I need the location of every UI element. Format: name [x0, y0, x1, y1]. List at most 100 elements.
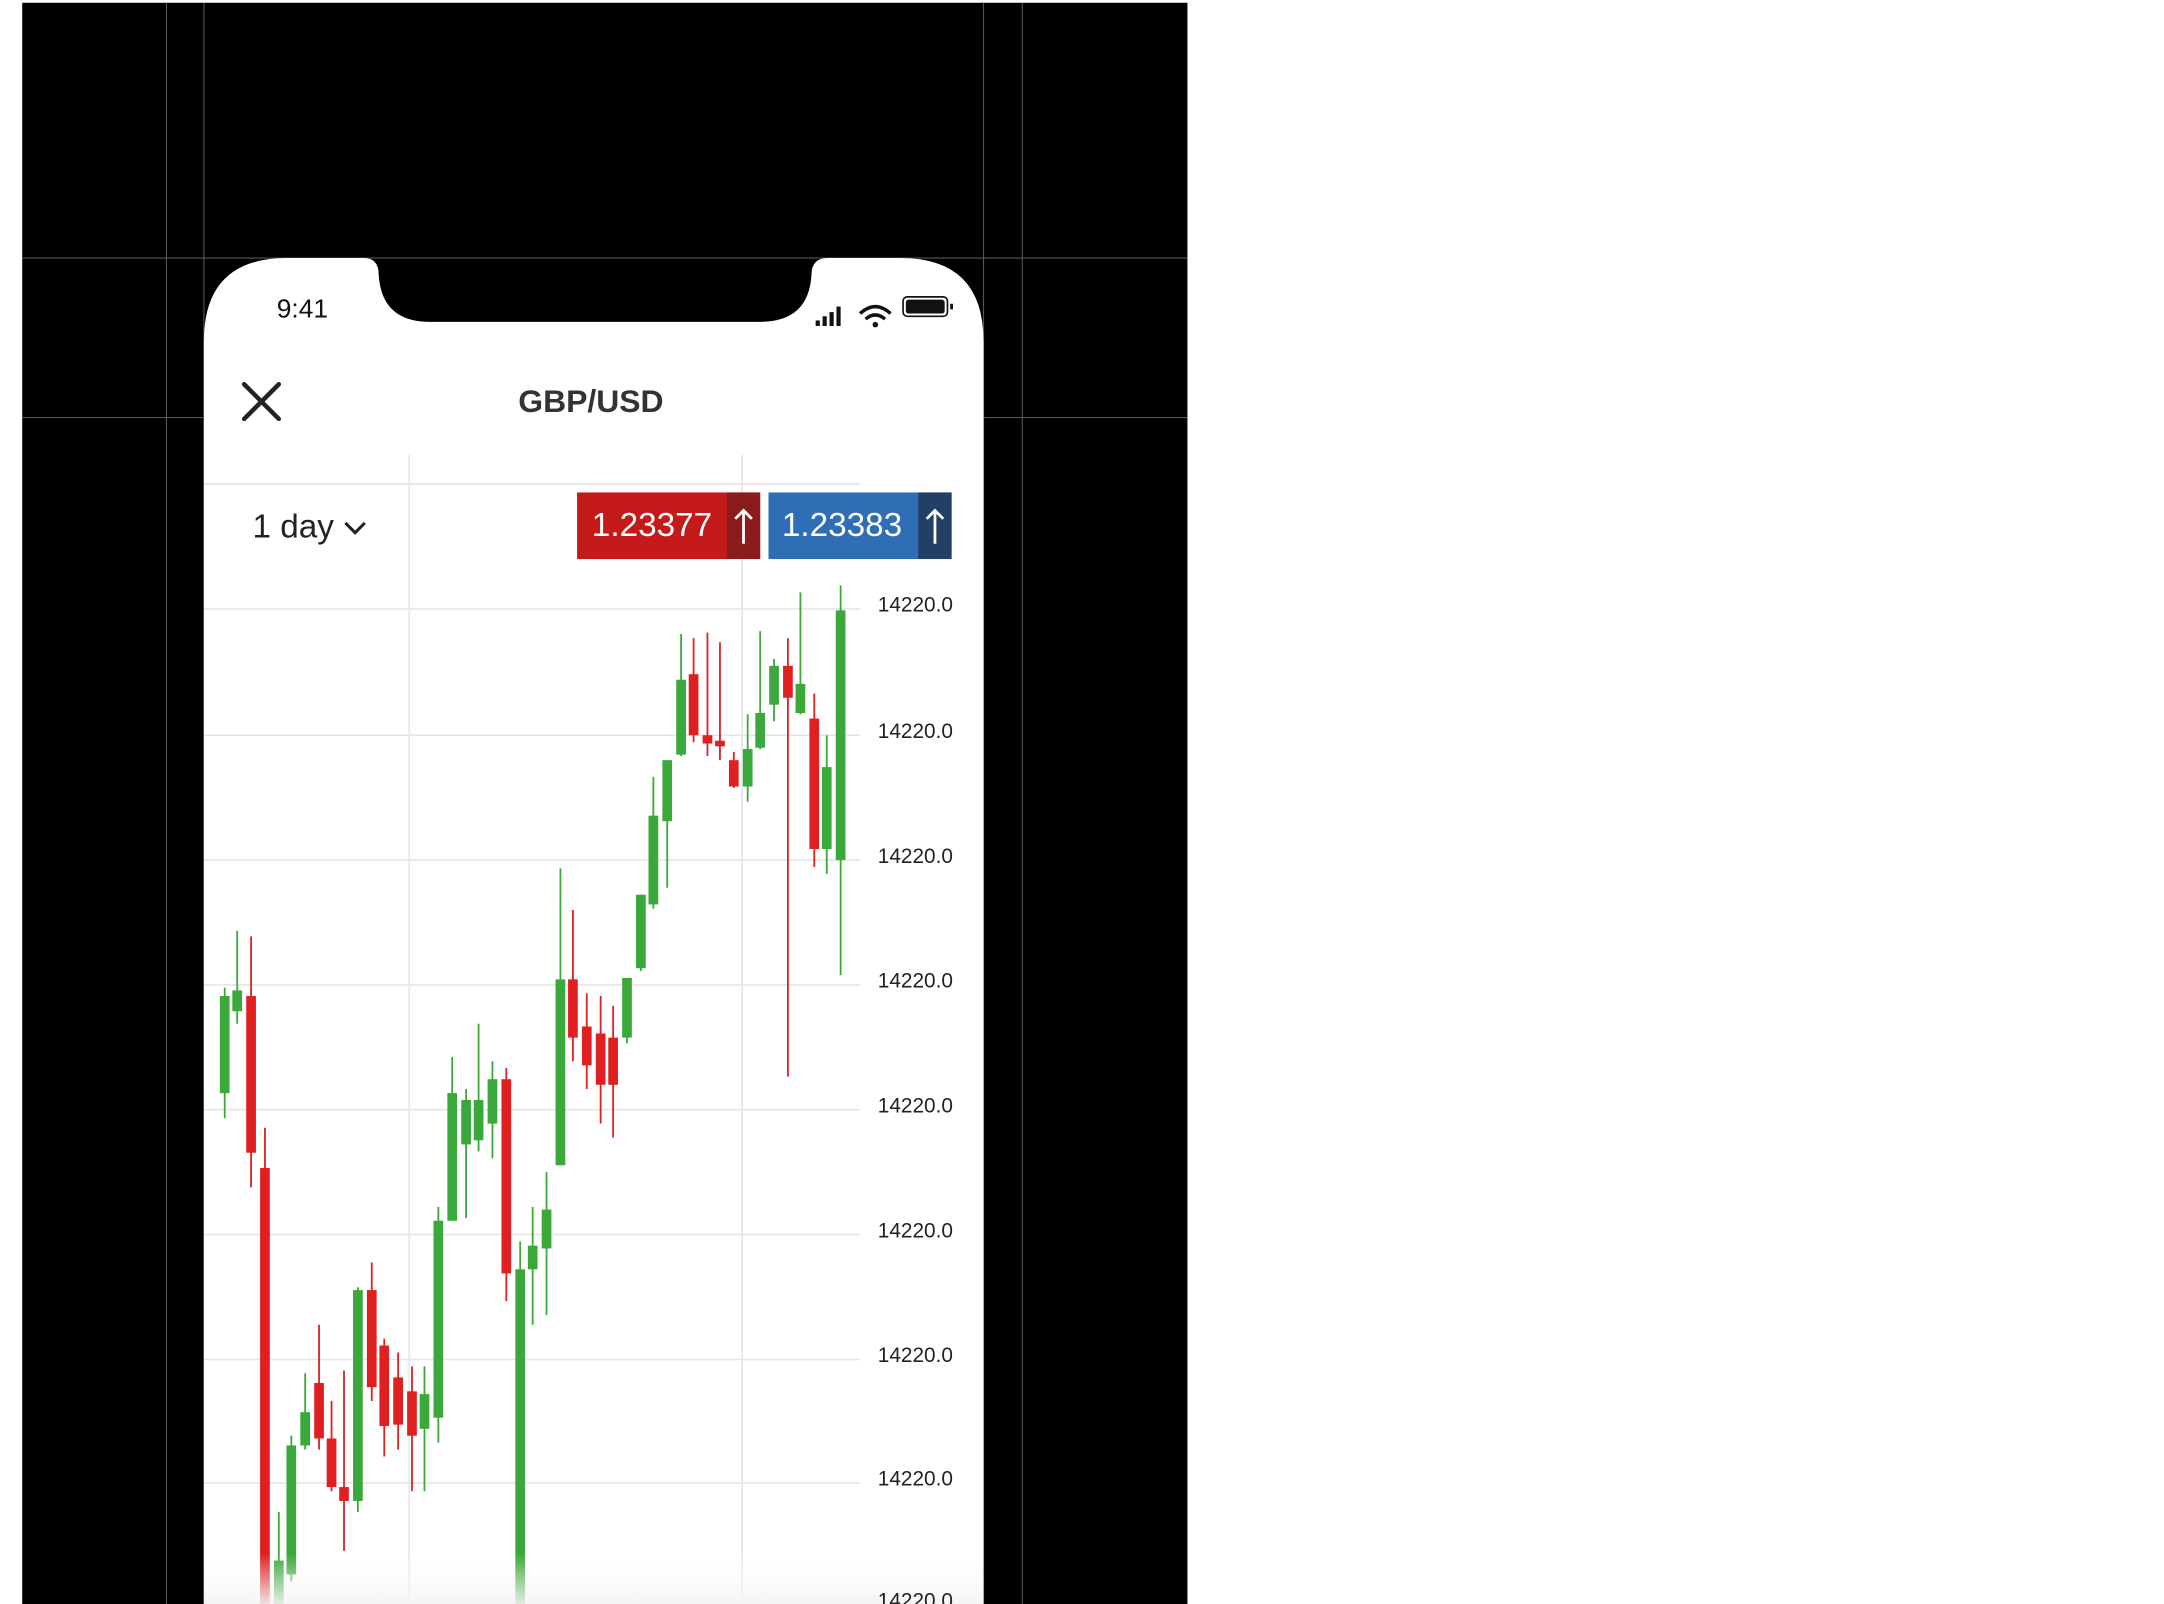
candle [662, 760, 673, 888]
candle-body [326, 1438, 337, 1488]
candle-body [835, 610, 846, 861]
y-axis-label: 14220.0 [878, 720, 953, 743]
candle-body [501, 1079, 512, 1274]
candle-body [742, 749, 753, 787]
y-axis-label: 14220.0 [878, 1344, 953, 1367]
candle-body [487, 1079, 498, 1124]
candle-body [608, 1037, 618, 1085]
status-icons [815, 296, 953, 328]
candle-body [407, 1391, 417, 1436]
y-axis-label: 14220.0 [878, 1590, 953, 1604]
y-axis-label: 14220.0 [878, 845, 953, 868]
timeframe-label[interactable]: 1 day [252, 508, 334, 545]
candle-body [232, 990, 243, 1012]
buy-button[interactable]: 1.23383 [768, 492, 952, 560]
candle-body [769, 665, 779, 705]
sell-button[interactable]: 1.23377 [577, 492, 761, 560]
candle-body [581, 1026, 592, 1066]
candle-body [366, 1290, 377, 1388]
y-axis-label: 14220.0 [878, 1219, 953, 1242]
candle [821, 735, 832, 874]
candle [219, 987, 230, 1119]
candle-body [648, 815, 659, 905]
candle-body [473, 1100, 484, 1141]
candle-body [314, 1383, 324, 1439]
candle [688, 638, 699, 743]
candle [501, 1068, 512, 1302]
candle [648, 776, 659, 909]
candle [769, 658, 779, 722]
candle [541, 1172, 552, 1316]
candle [326, 1401, 337, 1492]
candle-body [662, 760, 673, 822]
candle [366, 1262, 377, 1402]
candle [433, 1206, 444, 1443]
candle-body [783, 665, 793, 698]
candle [595, 995, 606, 1124]
candle-body [688, 674, 699, 736]
candle-body [393, 1377, 403, 1425]
candle [676, 633, 686, 757]
candle [487, 1061, 498, 1159]
candle-body [568, 979, 578, 1038]
candle [246, 936, 256, 1188]
candle [407, 1366, 417, 1492]
candle [835, 585, 846, 976]
candle [636, 894, 646, 972]
candle [728, 751, 739, 788]
candle-body [809, 718, 820, 849]
candle-body [676, 679, 686, 755]
candle [260, 1127, 270, 1604]
candle-body [419, 1394, 430, 1429]
candle-body [728, 760, 739, 787]
candle [608, 1005, 618, 1138]
candle-body [595, 1033, 606, 1085]
candle [527, 1206, 538, 1325]
candle [755, 631, 766, 750]
candle [419, 1366, 430, 1492]
candle [795, 592, 806, 715]
candle [473, 1023, 484, 1152]
candle-body [379, 1345, 390, 1427]
candle [809, 693, 820, 867]
candle-body [541, 1209, 552, 1249]
y-axis-label: 14220.0 [878, 970, 953, 993]
candle [702, 632, 713, 757]
candle [742, 714, 753, 802]
bottom-fade [203, 1553, 984, 1604]
y-axis-label: 14220.0 [878, 1094, 953, 1117]
candle-body [433, 1220, 444, 1418]
candle [393, 1352, 403, 1450]
candle-body [246, 995, 256, 1153]
candle-body [260, 1168, 270, 1604]
sell-price[interactable]: 1.23377 [592, 507, 712, 544]
candle-body [219, 995, 230, 1094]
candle-body [353, 1290, 363, 1501]
buy-price[interactable]: 1.23383 [782, 507, 902, 544]
candle-body [286, 1445, 297, 1575]
candle-body [515, 1269, 526, 1604]
y-axis-label: 14220.0 [878, 1468, 953, 1491]
candle-body [795, 683, 806, 714]
candle [783, 638, 793, 1077]
candle-body [715, 740, 725, 747]
candle [555, 868, 566, 1166]
candle-body [636, 894, 646, 969]
y-axis: 14220.0 14220.0 14220.0 14220.0 14220.0 14220… [878, 594, 953, 1604]
candle [581, 993, 592, 1089]
chart-area [203, 454, 984, 1604]
candle-body [447, 1093, 458, 1221]
phone-screen [203, 258, 984, 1604]
candle [515, 1241, 526, 1604]
candle [353, 1287, 363, 1513]
candle [300, 1373, 311, 1450]
up-arrow [734, 508, 753, 544]
candles [219, 585, 846, 1604]
candle [461, 1088, 471, 1218]
close-button[interactable] [241, 382, 282, 422]
candle [447, 1057, 458, 1221]
timeframe-selector[interactable]: 1 day [252, 508, 366, 545]
candle-body [755, 713, 766, 748]
status-time: 9:41 [277, 294, 328, 324]
